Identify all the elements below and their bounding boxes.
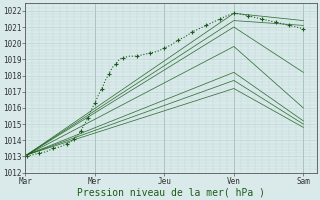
- X-axis label: Pression niveau de la mer( hPa ): Pression niveau de la mer( hPa ): [77, 187, 265, 197]
